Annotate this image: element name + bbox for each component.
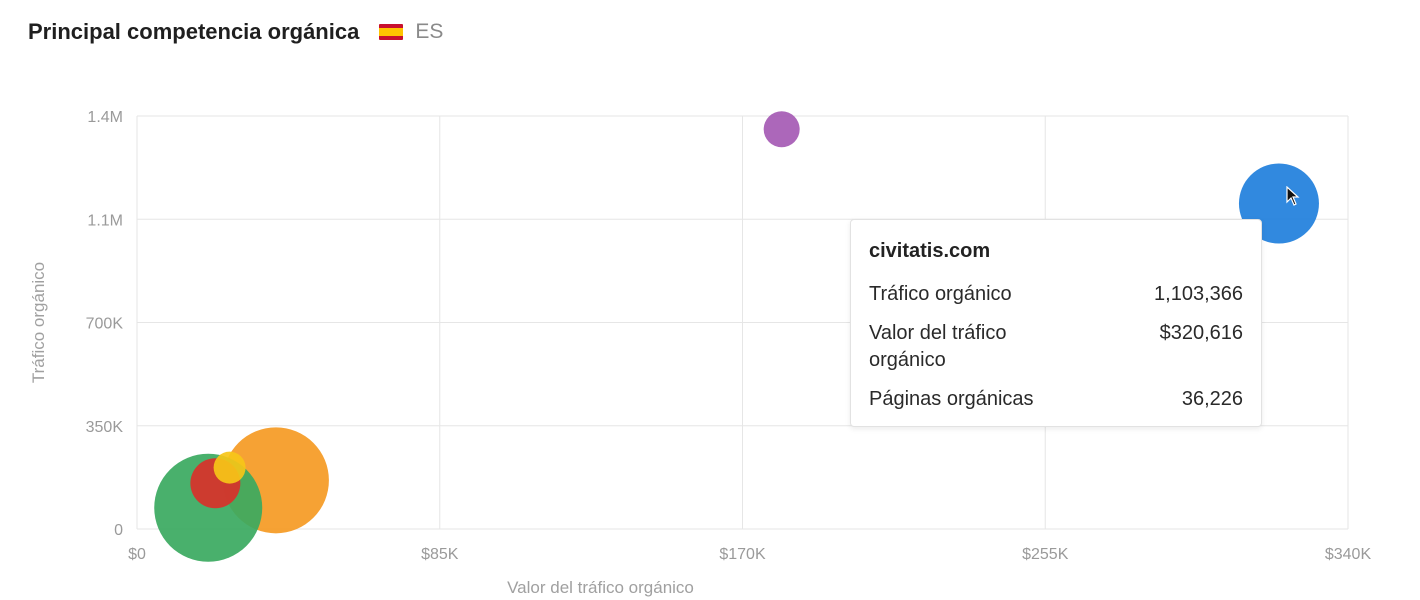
x-axis-label: Valor del tráfico orgánico: [507, 578, 694, 597]
tooltip-row-label: Tráfico orgánico: [869, 283, 1012, 305]
y-axis-label: Tráfico orgánico: [29, 262, 48, 383]
y-tick-label: 700K: [86, 316, 124, 333]
y-tick-label: 1.1M: [87, 212, 123, 229]
tooltip-row-value: $320,616: [1159, 322, 1243, 344]
tooltip-row: Valor del tráfico orgánico $320,616: [869, 320, 1243, 374]
mouse-cursor-icon: [1286, 186, 1300, 206]
spain-flag-icon: [379, 24, 404, 40]
competitor-tooltip: civitatis.com Tráfico orgánico 1,103,366…: [850, 219, 1262, 427]
country-code: ES: [415, 20, 444, 43]
bubble-point: [763, 111, 800, 148]
tooltip-row: Páginas orgánicas 36,226: [869, 386, 1243, 413]
x-tick-label: $170K: [719, 546, 766, 563]
chart-title: Principal competencia orgánica: [28, 19, 360, 44]
tooltip-row-label: Páginas orgánicas: [869, 388, 1034, 410]
x-tick-label: $0: [128, 546, 146, 563]
tooltip-row-value: 36,226: [1181, 388, 1243, 410]
x-tick-label: $340K: [1325, 546, 1372, 563]
y-tick-label: 0: [114, 522, 123, 539]
chart-header: Principal competencia orgánica ES: [28, 16, 443, 48]
tooltip-row-label: Valor del tráfico orgánico: [869, 322, 1007, 371]
bubble-point: [213, 451, 246, 484]
x-tick-label: $85K: [421, 546, 459, 563]
tooltip-row: Tráfico orgánico 1,103,366: [869, 281, 1243, 308]
tooltip-row-value: 1,103,366: [1154, 283, 1243, 305]
x-tick-label: $255K: [1022, 546, 1069, 563]
y-tick-label: 1.4M: [87, 109, 123, 126]
y-tick-label: 350K: [86, 419, 124, 436]
tooltip-domain: civitatis.com: [869, 240, 991, 262]
